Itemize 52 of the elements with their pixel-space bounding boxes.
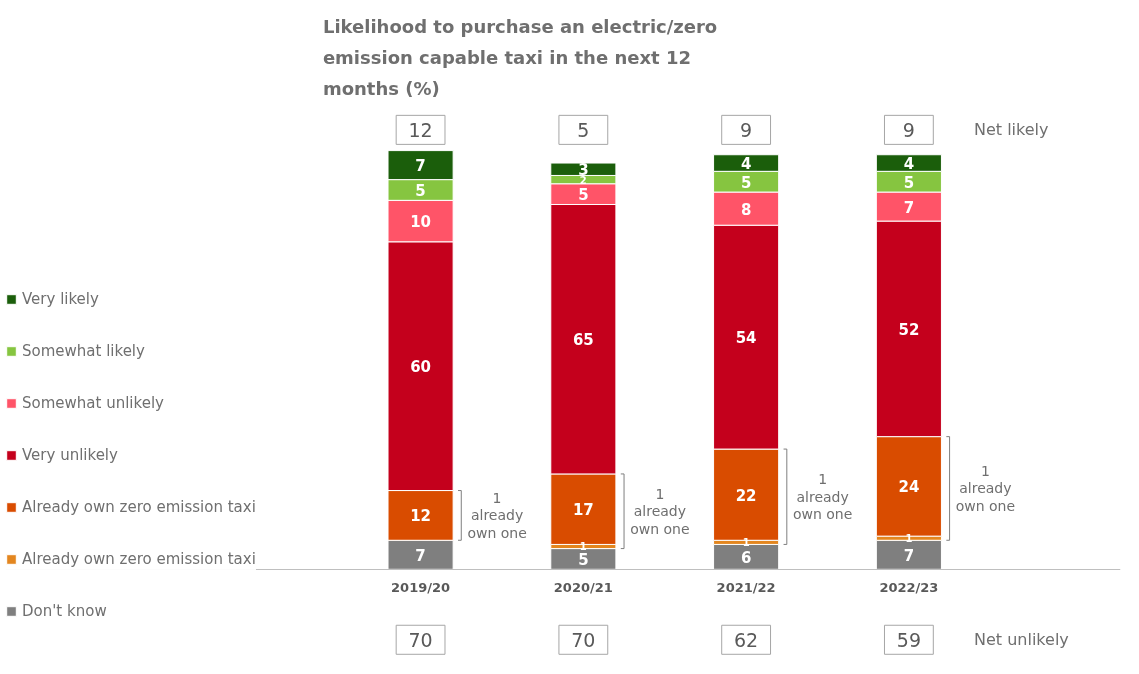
data-label: 12 (410, 507, 432, 526)
text: 9 (740, 118, 753, 141)
data-label: 7 (903, 198, 915, 217)
text: 70 (571, 628, 596, 651)
text: 9 (902, 118, 915, 141)
legend-label: Very unlikely (22, 446, 118, 464)
x-tick-label: 2022/23 (879, 580, 939, 596)
data-label: 7 (415, 157, 426, 176)
data-label: 24 (898, 478, 920, 497)
text: 59 (896, 628, 921, 651)
text: 12 (408, 118, 433, 141)
data-label: 1 (742, 537, 750, 549)
text: 62 (734, 628, 759, 651)
data-label: 1 (905, 533, 913, 545)
annotation: 1 already own one (792, 471, 853, 523)
data-label: 5 (740, 173, 752, 192)
legend-label: Don't know (22, 602, 107, 620)
annotation: 1 already own one (630, 485, 690, 537)
text: Net unlikely (974, 630, 1069, 650)
data-label: 7 (903, 546, 915, 565)
data-label: 5 (578, 550, 589, 569)
chart-title: Likelihood to purchase an electric/zero emission capable taxi in the next 12 months (%) (322, 15, 718, 99)
data-label: 6 (740, 548, 752, 567)
data-label: 5 (415, 181, 426, 200)
data-label: 5 (578, 186, 589, 205)
data-label: 7 (415, 546, 426, 565)
data-label: 4 (740, 155, 752, 174)
data-label: 54 (735, 329, 757, 348)
data-label: 17 (572, 501, 594, 520)
legend-label: Somewhat unlikely (22, 394, 164, 412)
data-label: 22 (735, 486, 757, 505)
legend-label: Somewhat likely (22, 342, 145, 360)
annotation: 1 already own one (955, 463, 1016, 514)
x-tick-label: 2021/22 (716, 580, 776, 596)
data-label: 2 (579, 174, 587, 186)
legend-label: Very likely (22, 290, 99, 308)
data-label: 60 (410, 358, 432, 377)
data-label: 5 (903, 173, 915, 192)
data-label: 8 (740, 200, 752, 219)
annotation: 1 already own one (467, 489, 527, 541)
data-label: 4 (903, 155, 915, 174)
x-tick-label: 2019/20 (391, 580, 451, 596)
data-label: 10 (410, 213, 432, 232)
legend-label: Already own zero emission taxi (22, 498, 256, 516)
data-label: 65 (572, 331, 594, 350)
data-label: 52 (898, 320, 920, 339)
text: 70 (408, 628, 433, 651)
data-label: 1 (579, 541, 587, 553)
legend-label: Already own zero emission taxi (22, 550, 256, 568)
text: 5 (577, 118, 590, 141)
text: Net likely (974, 120, 1049, 140)
x-tick-label: 2020/21 (553, 580, 613, 596)
